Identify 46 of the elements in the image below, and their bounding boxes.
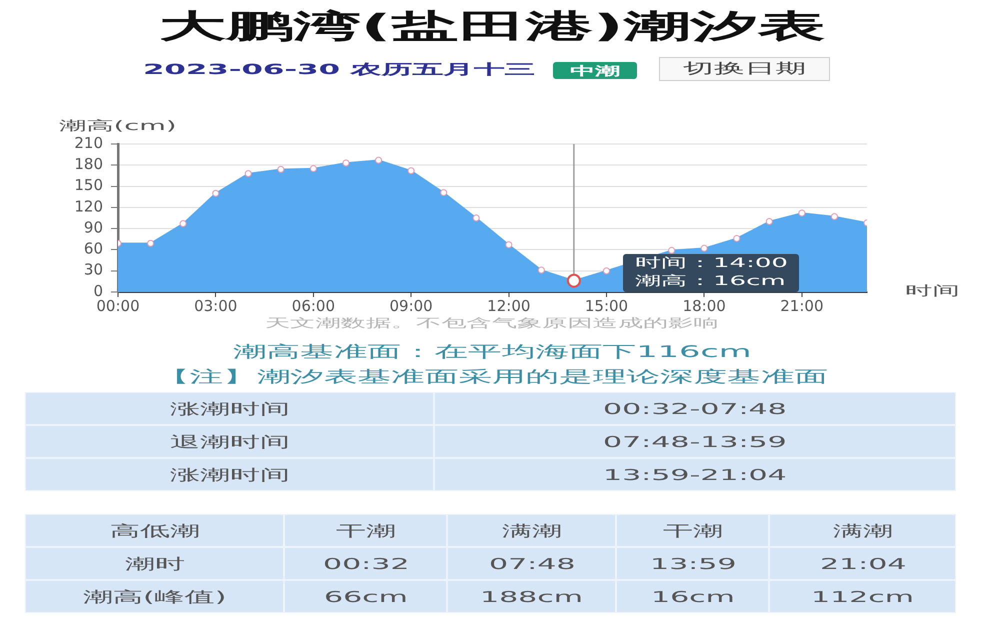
text: 满潮 xyxy=(832,522,892,540)
y-tick-label: 180 xyxy=(74,155,103,174)
text: 高低潮 xyxy=(110,522,200,540)
text: 潮高(峰值) xyxy=(82,588,226,606)
text: 188cm xyxy=(480,588,582,606)
text: 00:32 xyxy=(322,554,409,572)
text: 潮高基准面：在平均海面下116cm xyxy=(232,342,752,360)
x-tick-label: 12:00 xyxy=(487,296,530,315)
text: 涨潮时间 xyxy=(170,466,290,484)
x-tick-label: 06:00 xyxy=(292,296,336,315)
text: 【注】潮汐表基准面采用的是理论深度基准面 xyxy=(156,366,828,386)
x-tick-label: 18:00 xyxy=(682,296,726,315)
x-tick-label: 21:00 xyxy=(780,296,824,315)
text: 13:59 xyxy=(650,554,736,572)
text: 满潮 xyxy=(502,522,562,540)
text: 13:59-21:04 xyxy=(603,466,787,484)
y-tick-label: 210 xyxy=(74,134,103,152)
text: 中潮 xyxy=(570,64,620,78)
text: 切换日期 xyxy=(683,60,806,78)
text: 涨潮时间 xyxy=(170,400,290,418)
text: 07:48-13:59 xyxy=(603,432,787,450)
text: 66cm xyxy=(324,588,408,606)
text: 07:48 xyxy=(488,554,575,572)
x-tick-label: 09:00 xyxy=(389,296,433,315)
text: 00:32-07:48 xyxy=(603,400,787,418)
text: 潮时 xyxy=(124,554,184,572)
x-axis-title: 时间 xyxy=(905,284,960,300)
y-tick-label: 90 xyxy=(84,218,103,236)
text: 天文潮数据。不包含气象原因造成的影响 xyxy=(265,316,719,330)
y-tick-label: 150 xyxy=(74,176,103,194)
y-tick-label: 30 xyxy=(84,260,103,279)
text: 112cm xyxy=(810,588,914,606)
y-tick-label: 60 xyxy=(84,240,103,258)
y-axis-title: 潮高(cm) xyxy=(59,119,177,135)
text: 干潮 xyxy=(336,522,396,540)
text: 退潮时间 xyxy=(170,432,290,450)
annotation: 时间：14:00 xyxy=(634,256,788,272)
chart-subtitle: 2023-06-30 农历五月十三 xyxy=(143,62,536,78)
annotation: 潮高：16cm xyxy=(634,274,786,290)
x-tick-label: 03:00 xyxy=(194,296,238,315)
text: 21:04 xyxy=(820,554,906,572)
y-tick-label: 120 xyxy=(74,197,103,216)
text: 16cm xyxy=(650,588,734,606)
chart-title: 大鹏湾(盐田港)潮汐表 xyxy=(159,7,826,45)
text: 干潮 xyxy=(662,522,722,540)
x-tick-label: 15:00 xyxy=(584,296,628,315)
